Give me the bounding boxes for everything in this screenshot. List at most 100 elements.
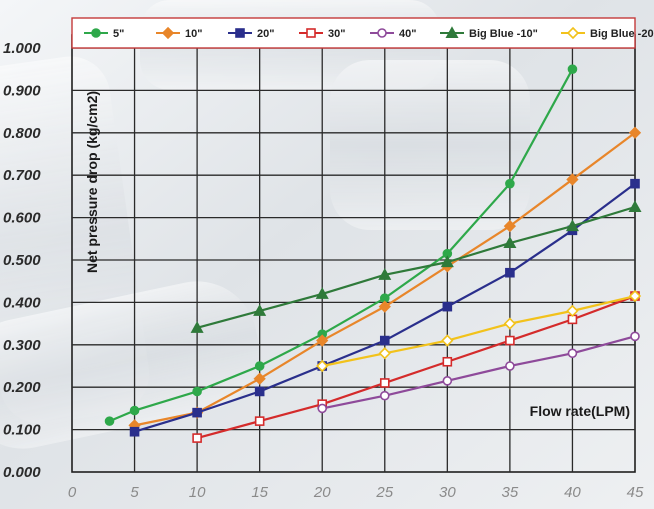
- data-point: [505, 178, 515, 189]
- data-point: [192, 433, 202, 443]
- y-tick-label: 0.700: [3, 167, 41, 184]
- series-5: [190, 200, 642, 333]
- data-point: [630, 178, 640, 189]
- data-point: [104, 416, 115, 426]
- data-point: [253, 304, 267, 316]
- data-point-legend-swatch: [306, 28, 316, 38]
- data-point: [628, 200, 642, 212]
- legend-entry: 5": [84, 28, 124, 40]
- series-line: [196, 205, 636, 329]
- data-point: [567, 348, 578, 359]
- y-tick-label: 0.000: [3, 464, 41, 481]
- data-point: [442, 356, 453, 367]
- data-point: [567, 64, 578, 74]
- data-point: [566, 304, 579, 318]
- legend-label: 5": [113, 28, 124, 40]
- legend-label: 30": [328, 28, 345, 40]
- data-point: [190, 321, 204, 333]
- legend: 5" 10" 20" 30" 40" Big Blue -10" Big Blue -20": [71, 17, 654, 49]
- series-6: [316, 289, 642, 373]
- y-tick-label: 0.100: [3, 422, 41, 439]
- data-point: [503, 317, 517, 330]
- series-line: [196, 295, 636, 440]
- data-point: [192, 407, 202, 418]
- data-point: [316, 334, 329, 347]
- legend-entry: 30": [299, 28, 345, 40]
- data-point: [503, 236, 517, 249]
- data-point-legend-swatch: [445, 26, 459, 39]
- data-point: [441, 334, 454, 347]
- data-point-legend-swatch: [566, 26, 580, 40]
- y-tick-labels: 0.000 0.100 0.200 0.300 0.400 0.500 0.600 0.700…: [3, 40, 41, 481]
- legend-entry: 10": [156, 26, 202, 40]
- data-point: [316, 359, 329, 373]
- data-point: [628, 126, 642, 139]
- data-point: [442, 301, 453, 312]
- data-point-legend-swatch: [91, 28, 101, 38]
- data-point: [565, 219, 579, 232]
- series-0: [104, 64, 578, 426]
- data-point: [628, 289, 642, 303]
- data-point: [254, 416, 265, 426]
- legend-entry: Big Blue -10": [440, 26, 538, 40]
- legend-label: 10": [185, 28, 202, 40]
- data-point: [505, 335, 515, 346]
- y-tick-label: 0.600: [3, 210, 41, 227]
- data-point: [253, 372, 266, 385]
- y-tick-label: 0.800: [3, 125, 41, 142]
- x-tick-label: 20: [313, 484, 331, 501]
- legend-entry: 40": [370, 28, 416, 40]
- data-point: [254, 386, 265, 397]
- x-tick-label: 25: [375, 484, 393, 501]
- data-point: [505, 267, 515, 278]
- data-point: [317, 403, 328, 414]
- data-point: [192, 386, 202, 397]
- y-tick-label: 0.300: [3, 337, 41, 354]
- data-point-legend-swatch: [161, 26, 175, 40]
- data-point: [378, 268, 392, 280]
- x-tick-label: 40: [564, 484, 581, 501]
- data-point: [129, 405, 140, 416]
- data-point: [129, 426, 140, 437]
- data-point: [505, 361, 515, 371]
- series-4: [317, 331, 640, 414]
- data-point: [379, 378, 390, 388]
- legend-label: 20": [257, 28, 274, 40]
- data-point: [442, 376, 453, 386]
- x-tick-label: 35: [502, 484, 519, 501]
- data-point: [378, 300, 391, 313]
- x-tick-label: 5: [130, 484, 139, 501]
- y-tick-label: 0.900: [3, 82, 41, 99]
- data-point: [315, 287, 329, 299]
- legend-entry: Big Blue -20": [561, 26, 654, 40]
- x-tick-label: 45: [627, 484, 644, 501]
- series-line: [322, 335, 636, 410]
- legend-label: Big Blue -20": [590, 28, 654, 40]
- y-tick-label: 1.000: [3, 40, 41, 57]
- x-tick-label: 15: [251, 484, 268, 501]
- y-axis-label: Net pressure drop (kg/cm2): [84, 91, 100, 273]
- y-tick-label: 0.400: [3, 294, 41, 311]
- data-point: [566, 173, 579, 186]
- series-group: [104, 64, 642, 443]
- data-point: [379, 390, 390, 401]
- data-point: [254, 361, 265, 371]
- y-tick-label: 0.200: [3, 379, 41, 396]
- data-point: [503, 219, 517, 233]
- x-tick-label: 0: [68, 484, 77, 501]
- legend-entry: 20": [228, 28, 274, 40]
- data-point-legend-swatch: [235, 28, 245, 38]
- x-tick-labels: 0 5 10 15 20 25 30 35 40 45: [68, 484, 644, 501]
- data-point: [379, 335, 390, 346]
- series-line: [322, 294, 636, 368]
- legend-label: 40": [399, 28, 416, 40]
- data-point-legend-swatch: [377, 28, 387, 38]
- x-tick-label: 30: [439, 484, 456, 501]
- x-axis-label: Flow rate(LPM): [530, 403, 630, 419]
- data-point: [378, 347, 391, 360]
- x-tick-label: 10: [189, 484, 206, 501]
- data-point: [630, 331, 640, 342]
- legend-label: Big Blue -10": [469, 28, 538, 40]
